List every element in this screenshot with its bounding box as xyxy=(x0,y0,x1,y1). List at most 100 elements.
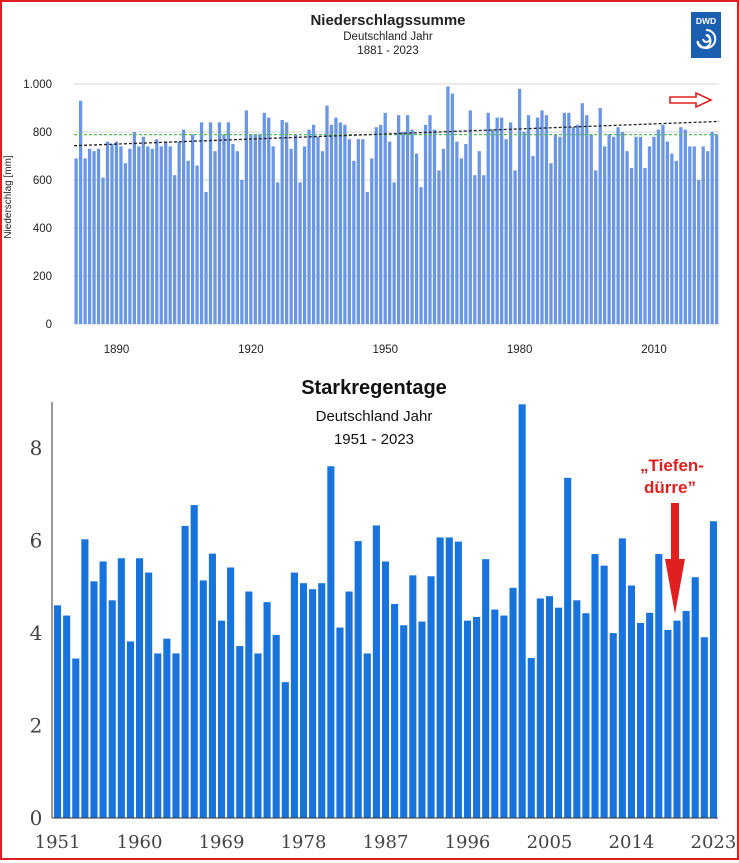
top-bar xyxy=(710,132,714,324)
top-bar xyxy=(74,158,78,324)
bottom-bar xyxy=(145,572,153,818)
top-chart-gridlines xyxy=(74,83,719,325)
top-bar xyxy=(517,88,522,324)
top-bar xyxy=(123,163,128,324)
top-bar xyxy=(692,146,696,324)
top-ytick-label: 800 xyxy=(33,127,52,139)
top-bar xyxy=(307,129,311,324)
top-xtick-label: 1950 xyxy=(373,344,399,356)
bottom-bar xyxy=(600,565,608,818)
top-bar xyxy=(110,144,114,324)
bottom-bar xyxy=(573,600,581,818)
top-bar xyxy=(289,148,293,324)
top-bar xyxy=(334,117,338,324)
bottom-bar xyxy=(81,539,89,818)
top-bar xyxy=(217,122,222,325)
top-bar xyxy=(226,122,231,325)
bottom-ytick-label: 8 xyxy=(30,436,43,460)
top-bar xyxy=(428,115,432,324)
top-bar xyxy=(589,134,593,324)
top-xtick-label: 1920 xyxy=(238,344,264,356)
top-bar xyxy=(665,141,670,324)
top-bar xyxy=(697,180,701,324)
top-bar xyxy=(182,129,186,324)
bottom-bar xyxy=(609,633,617,818)
bottom-bar xyxy=(181,525,189,818)
bottom-bar xyxy=(436,537,444,818)
top-bar xyxy=(276,182,280,324)
top-trend-line xyxy=(73,120,720,147)
top-bar xyxy=(423,124,428,324)
top-ytick-label: 600 xyxy=(33,175,52,187)
bottom-chart-xticks: 1951 1960 1969 1978 1987 1996 2005 2014 2023 xyxy=(35,832,737,853)
top-bar xyxy=(146,146,150,324)
top-bar xyxy=(450,93,455,324)
dwd-logo-swirl-icon xyxy=(696,28,717,49)
bottom-bar xyxy=(500,615,508,818)
top-bar xyxy=(114,141,119,324)
top-bar xyxy=(540,110,544,325)
tiefenduerre-label-line1: „Tiefen- xyxy=(640,456,704,475)
top-bar xyxy=(585,115,589,324)
bottom-xtick-label: 2005 xyxy=(527,832,573,853)
top-bar xyxy=(150,148,154,324)
top-bar xyxy=(656,129,661,324)
top-bar xyxy=(267,117,271,324)
top-bar xyxy=(361,139,365,324)
top-bar xyxy=(625,151,629,324)
top-bar xyxy=(629,168,634,324)
top-bar xyxy=(544,115,549,324)
bottom-bar xyxy=(154,653,162,818)
top-bar xyxy=(235,151,240,324)
top-bar xyxy=(701,146,705,324)
top-bar xyxy=(531,156,535,324)
bottom-bar xyxy=(709,521,717,818)
top-bar xyxy=(253,134,257,324)
bottom-bar xyxy=(682,610,690,818)
bottom-bar xyxy=(299,583,308,818)
bottom-bar xyxy=(345,591,353,818)
top-bar xyxy=(155,139,159,324)
top-bar xyxy=(477,151,481,324)
top-bar xyxy=(679,127,683,324)
bottom-bar xyxy=(318,583,326,818)
top-chart-bars xyxy=(74,86,719,325)
top-bar xyxy=(302,146,307,324)
top-bar xyxy=(670,153,674,324)
top-bar xyxy=(231,144,235,324)
top-bar xyxy=(576,124,580,324)
top-bar xyxy=(706,151,710,324)
bottom-bar xyxy=(427,576,435,818)
bottom-bar xyxy=(646,612,654,818)
top-bar xyxy=(92,151,96,324)
top-bar xyxy=(352,160,356,324)
bottom-bar xyxy=(290,572,298,818)
bottom-bar xyxy=(227,567,235,818)
top-bar xyxy=(258,134,262,324)
bottom-bar xyxy=(135,558,144,818)
bottom-bar xyxy=(400,625,408,818)
top-bar xyxy=(437,170,441,324)
bottom-bar xyxy=(409,575,417,818)
top-bar xyxy=(173,175,177,324)
top-bar xyxy=(464,144,468,324)
top-bar xyxy=(459,158,463,324)
bottom-bar xyxy=(381,561,390,818)
bottom-bar xyxy=(281,682,289,818)
top-bar xyxy=(347,139,352,324)
top-bar xyxy=(343,124,347,324)
bottom-bar xyxy=(555,607,563,818)
top-bar xyxy=(446,86,450,325)
bottom-bar xyxy=(172,653,180,818)
dwd-logo: DWD xyxy=(691,12,721,58)
top-bar xyxy=(683,129,687,324)
bottom-bar xyxy=(363,653,371,818)
bottom-bar xyxy=(254,653,262,818)
bottom-bar xyxy=(637,622,645,818)
top-xtick-label: 1980 xyxy=(507,344,533,356)
top-bar xyxy=(638,136,643,324)
top-bar xyxy=(78,100,83,324)
bottom-xtick-label: 1996 xyxy=(445,832,491,853)
bottom-ytick-label: 2 xyxy=(30,714,43,738)
